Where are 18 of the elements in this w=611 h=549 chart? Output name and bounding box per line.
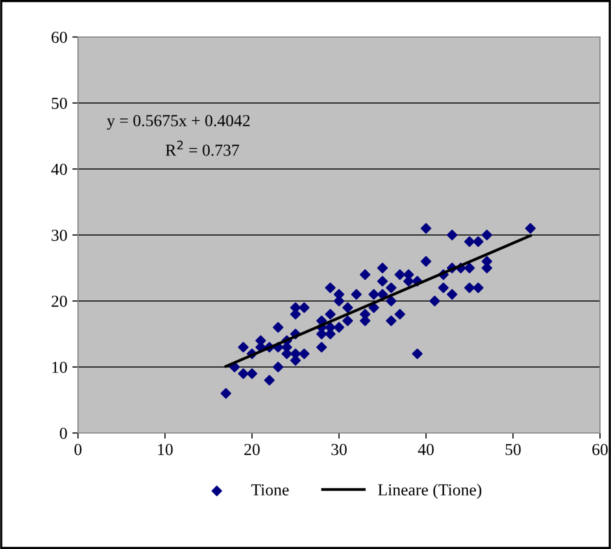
- x-tick-label: 0: [74, 444, 82, 456]
- y-tick-label: 10: [52, 362, 67, 373]
- y-tick-label: 20: [52, 296, 67, 307]
- legend-label: Tione: [251, 484, 289, 496]
- y-tick-label: 30: [52, 230, 67, 241]
- y-tick-label: 0: [60, 428, 67, 439]
- annotation: y = 0.5675x + 0.4042: [106, 115, 250, 130]
- x-tick-label: 10: [158, 444, 173, 456]
- x-tick-label: 30: [331, 444, 347, 456]
- legend-label: Lineare (Tione): [378, 484, 482, 499]
- x-tick-label: 60: [592, 444, 608, 456]
- annotation: R$^{2}$ = 0.737: [166, 140, 240, 156]
- y-tick-label: 60: [52, 32, 67, 43]
- y-tick-label: 50: [52, 98, 67, 109]
- x-tick-label: 50: [506, 444, 521, 456]
- x-tick-label: 20: [244, 444, 260, 456]
- x-tick-label: 40: [418, 444, 434, 456]
- y-tick-label: 40: [51, 164, 67, 175]
